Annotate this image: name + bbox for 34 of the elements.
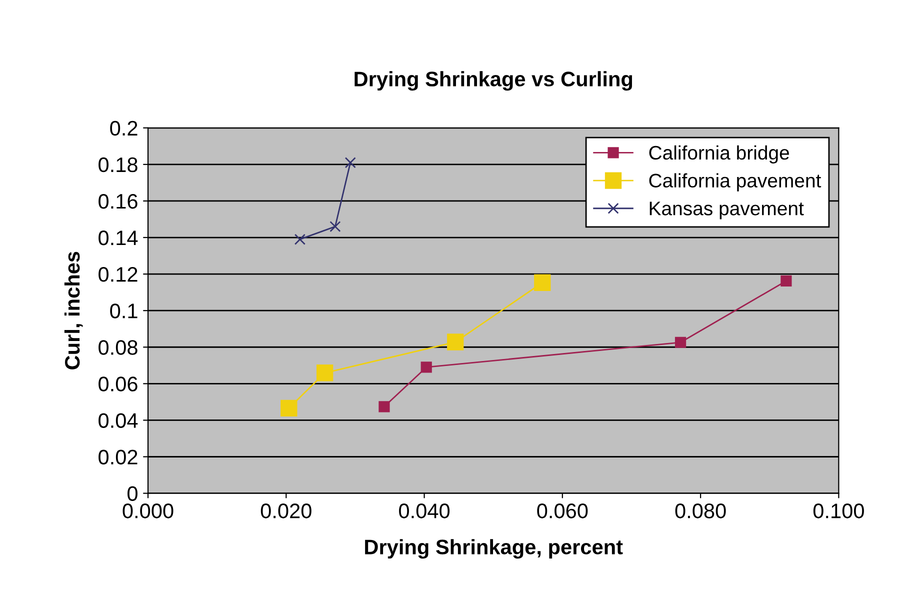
point bbox=[420, 362, 432, 373]
y-tick-label: 0.02 bbox=[98, 450, 138, 465]
legend-label: California bridge bbox=[649, 145, 789, 164]
y-tick-label: 0 bbox=[128, 486, 138, 502]
point bbox=[378, 401, 390, 412]
x-tick-label: 0.000 bbox=[122, 504, 174, 518]
x-tick-label: 0.040 bbox=[399, 504, 450, 518]
y-tick-label: 0.06 bbox=[98, 376, 138, 392]
point bbox=[330, 220, 341, 232]
y-tick-label: 0.2 bbox=[110, 120, 138, 136]
y-axis-title: Curl, inches bbox=[64, 252, 83, 370]
y-tick-label: 0.08 bbox=[98, 340, 138, 355]
y-tick-label: 0.14 bbox=[98, 230, 138, 246]
y-tick-label: 0.1 bbox=[110, 304, 138, 318]
y-tick-label: 0.16 bbox=[98, 194, 138, 209]
y-tick-label: 0.04 bbox=[98, 413, 138, 428]
x-tick-label: 0.080 bbox=[675, 504, 726, 518]
x-tick-label: 0.020 bbox=[260, 504, 312, 518]
point bbox=[294, 234, 306, 245]
point bbox=[344, 157, 356, 168]
chart-title: Drying Shrinkage vs Curling bbox=[354, 71, 632, 91]
point bbox=[674, 336, 686, 348]
legend-label: California pavement bbox=[649, 173, 822, 192]
x-tick-label: 0.100 bbox=[813, 504, 864, 518]
legend-label: Kansas pavement bbox=[650, 202, 804, 220]
point bbox=[316, 364, 334, 382]
point bbox=[447, 334, 464, 350]
point bbox=[280, 400, 298, 416]
y-tick-label: 0.18 bbox=[98, 157, 138, 172]
point bbox=[780, 275, 792, 287]
point bbox=[534, 274, 551, 291]
x-axis-title: Drying Shrinkage, percent bbox=[365, 539, 623, 559]
y-tick-label: 0.12 bbox=[98, 267, 138, 282]
x-tick-label: 0.060 bbox=[537, 504, 588, 518]
